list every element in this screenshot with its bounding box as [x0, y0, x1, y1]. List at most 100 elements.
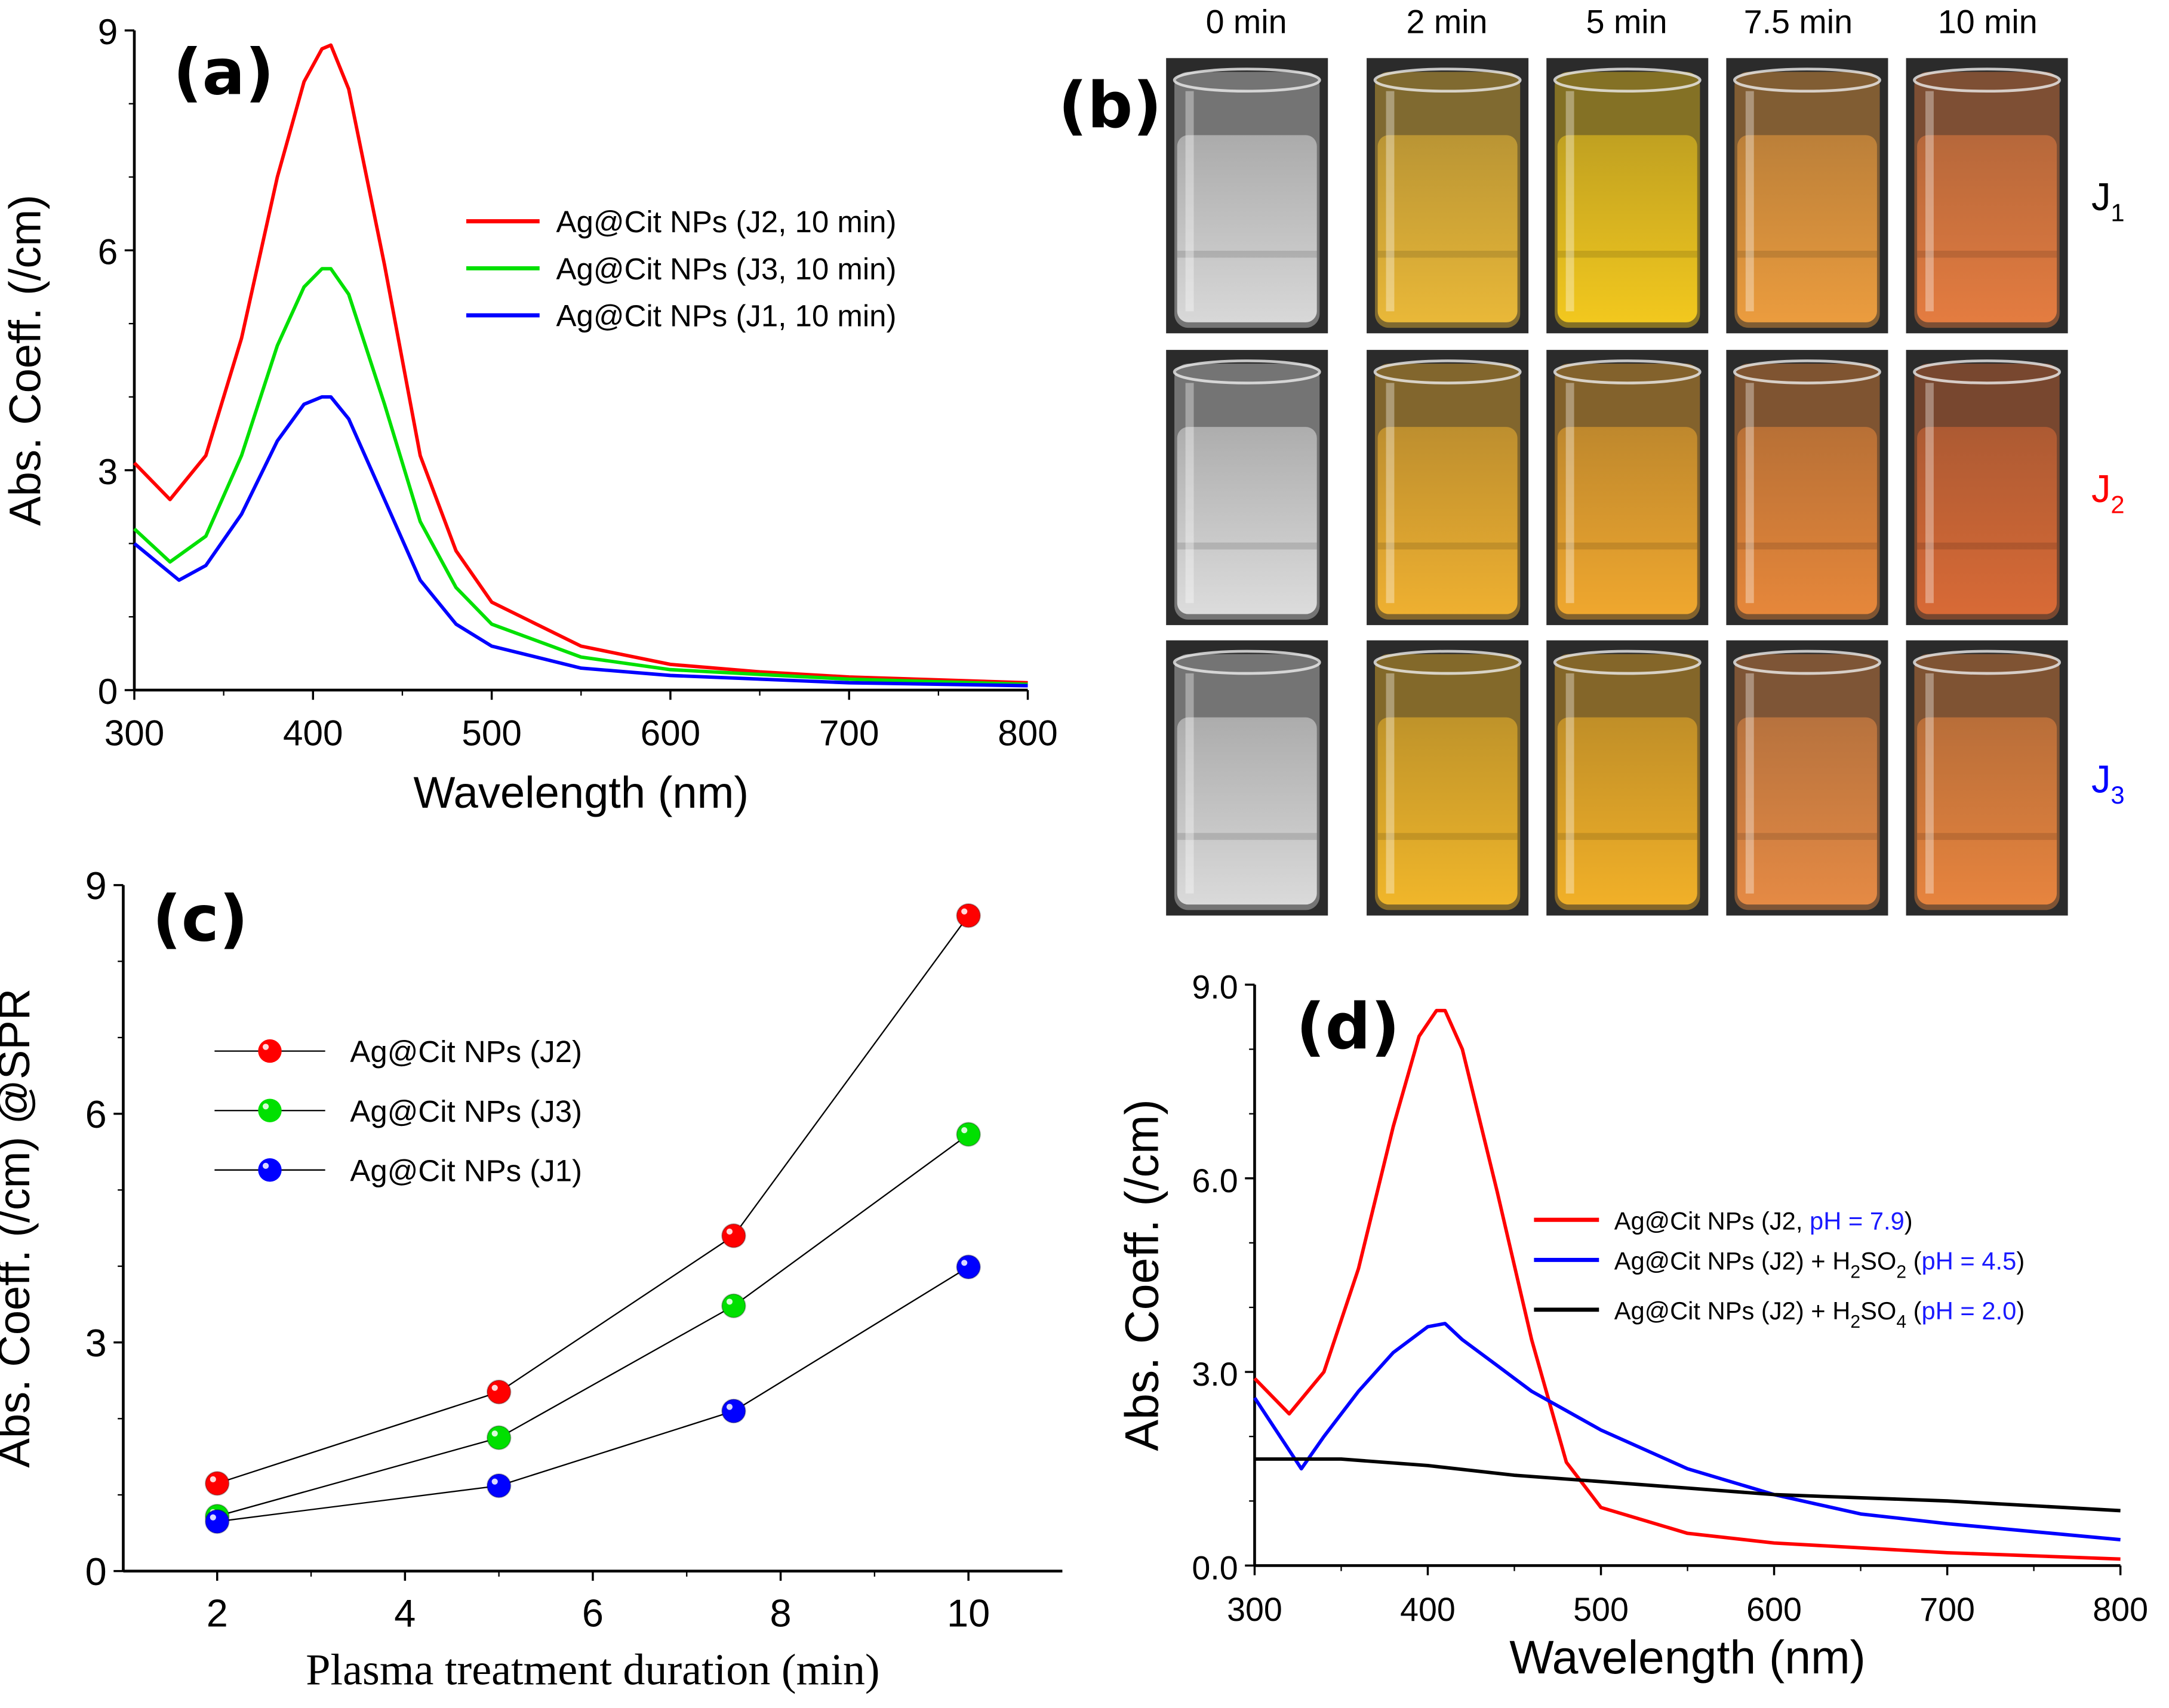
- liquid-meniscus: [1377, 833, 1518, 840]
- liquid-meniscus: [1377, 542, 1518, 550]
- data-point: [486, 1379, 512, 1405]
- beaker-liquid: [1177, 135, 1317, 322]
- series-line: [133, 267, 1028, 687]
- x-tick-label: 800: [998, 713, 1057, 753]
- data-point-highlight: [961, 1260, 968, 1266]
- legend-label: Ag@Cit NPs (J3): [350, 1094, 582, 1128]
- row-label-subscript: 1: [2110, 199, 2124, 227]
- y-tick-label: 9.0: [1192, 969, 1238, 1006]
- panel-label-a: (a): [173, 36, 274, 110]
- beaker-photo: [1367, 58, 1529, 334]
- liquid-meniscus: [1177, 250, 1317, 258]
- liquid-meniscus: [1177, 542, 1317, 550]
- y-tick-label: 9: [85, 864, 107, 907]
- y-axis-label: Abs. Coeff. (/cm): [1115, 1099, 1168, 1451]
- y-tick-label: 3: [85, 1321, 107, 1365]
- liquid-meniscus: [1557, 833, 1697, 840]
- data-point-highlight: [961, 1127, 968, 1134]
- beaker-photo: [1726, 640, 1888, 916]
- x-tick-label: 500: [462, 713, 521, 753]
- series-line: [133, 43, 1028, 685]
- glass-reflection: [1565, 91, 1574, 312]
- series-line: [217, 1266, 969, 1522]
- liquid-meniscus: [1737, 250, 1877, 258]
- legend-marker-highlight: [262, 1044, 269, 1050]
- x-axis-label: Wavelength (nm): [1509, 1631, 1866, 1684]
- time-label: 7.5 min: [1744, 4, 1853, 41]
- data-point: [486, 1473, 512, 1498]
- liquid-meniscus: [1737, 833, 1877, 840]
- legend-label: Ag@Cit NPs (J2): [350, 1035, 582, 1069]
- row-label-letter: J: [2091, 467, 2110, 510]
- data-point: [204, 1509, 230, 1534]
- legend-text: SO: [1860, 1297, 1896, 1325]
- beaker-rim: [1553, 650, 1702, 675]
- beaker-photo: [1546, 350, 1709, 626]
- panel-label-b: (b): [1058, 69, 1162, 143]
- legend-label: Ag@Cit NPs (J2, 10 min): [556, 205, 897, 239]
- data-point-highlight: [726, 1404, 733, 1410]
- x-axis-label: Plasma treatment duration (min): [306, 1646, 879, 1695]
- legend-label: Ag@Cit NPs (J2, pH = 7.9): [1614, 1207, 1913, 1235]
- y-tick-label: 3: [98, 451, 118, 492]
- glass-reflection: [1386, 673, 1395, 894]
- beaker-rim: [1373, 359, 1522, 384]
- data-point: [721, 1293, 746, 1319]
- legend-text: (: [1906, 1247, 1922, 1275]
- legend-text: Ag@Cit NPs (J2,: [1614, 1207, 1810, 1235]
- beaker-liquid: [1737, 427, 1877, 614]
- x-tick-label: 500: [1573, 1591, 1629, 1628]
- beaker-photo: [1726, 350, 1888, 626]
- panel-a-chart: 300 400 500 600 700 800 0 3 6 9 Wavelength (nm) Abs…: [0, 11, 1057, 817]
- beaker-rim: [1373, 650, 1522, 675]
- legend-subscript: 2: [1850, 1263, 1860, 1282]
- y-tick-label: 9: [98, 11, 118, 52]
- x-tick-label: 6: [582, 1591, 604, 1635]
- data-point-highlight: [210, 1514, 216, 1521]
- legend-text: (: [1906, 1297, 1922, 1325]
- legend-text: ): [2016, 1247, 2025, 1275]
- x-tick-label: 10: [947, 1591, 990, 1635]
- beaker-liquid: [1557, 717, 1697, 905]
- legend-marker-highlight: [262, 1103, 269, 1110]
- time-label: 2 min: [1406, 4, 1487, 41]
- y-tick-label: 0.0: [1192, 1550, 1238, 1587]
- beaker-photo: [1166, 58, 1328, 334]
- legend-subscript: 2: [1896, 1263, 1906, 1282]
- liquid-meniscus: [1557, 542, 1697, 550]
- x-tick-label: 300: [1227, 1591, 1282, 1628]
- panel-label-c: (c): [152, 882, 248, 956]
- legend-text: ): [2016, 1297, 2025, 1325]
- y-axis-label: Abs. Coeff. (/cm) @SPR: [0, 989, 39, 1468]
- x-axis-label: Wavelength (nm): [413, 768, 749, 817]
- legend-subscript: 2: [1850, 1312, 1860, 1332]
- row-label: J3: [2091, 757, 2125, 809]
- glass-reflection: [1565, 673, 1574, 894]
- data-point-highlight: [726, 1228, 733, 1235]
- beaker-liquid: [1917, 135, 2057, 322]
- legend-text: ): [1905, 1207, 1913, 1235]
- glass-reflection: [1925, 91, 1934, 312]
- row-label-letter: J: [2091, 175, 2110, 218]
- legend-text: Ag@Cit NPs (J2) + H: [1614, 1297, 1851, 1325]
- glass-reflection: [1565, 383, 1574, 604]
- legend-label: Ag@Cit NPs (J1, 10 min): [556, 299, 897, 333]
- y-axis-label: Abs. Coeff. (/cm): [0, 195, 50, 526]
- x-tick-label: 4: [394, 1591, 416, 1635]
- x-tick-label: 700: [819, 713, 879, 753]
- glass-reflection: [1925, 383, 1934, 604]
- glass-reflection: [1185, 91, 1194, 312]
- legend-text: Ag@Cit NPs (J2) + H: [1614, 1247, 1851, 1275]
- x-tick-label: 700: [1919, 1591, 1975, 1628]
- series-line: [1253, 1322, 2121, 1541]
- x-tick-label: 300: [104, 713, 164, 753]
- panel-label-d: (d): [1296, 990, 1400, 1064]
- data-point-highlight: [491, 1384, 498, 1391]
- row-label-subscript: 2: [2110, 490, 2124, 518]
- liquid-meniscus: [1377, 250, 1518, 258]
- beaker-liquid: [1737, 135, 1877, 322]
- series-line: [1254, 1457, 2121, 1513]
- beaker-liquid: [1177, 427, 1317, 614]
- glass-reflection: [1925, 673, 1934, 894]
